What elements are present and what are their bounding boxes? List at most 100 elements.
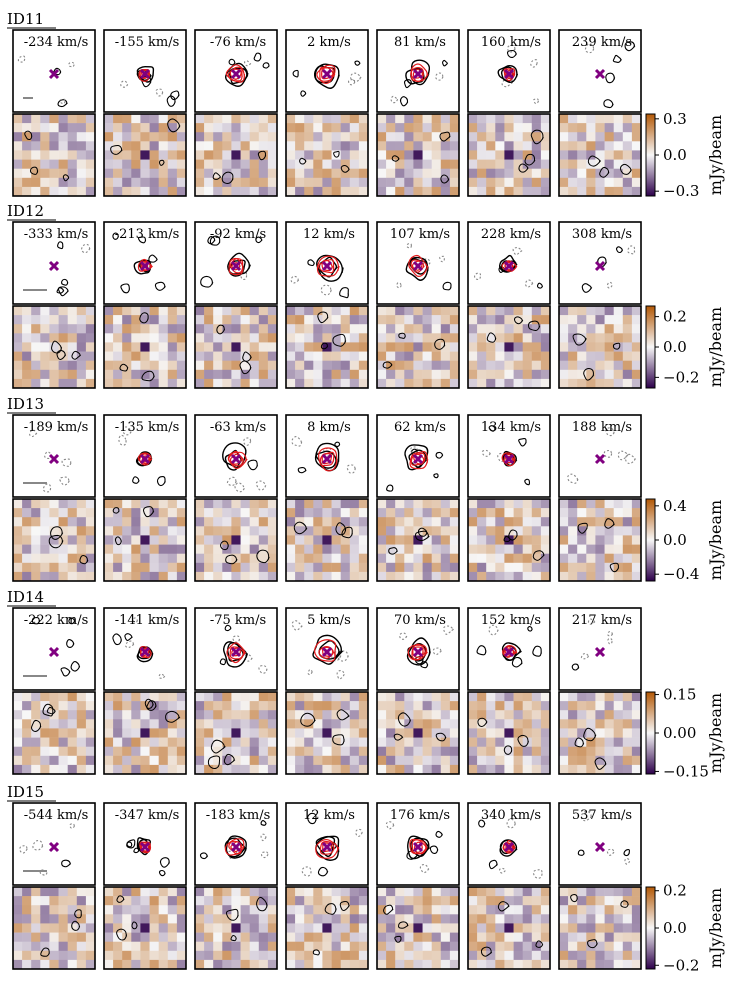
residual-cell (249, 333, 260, 343)
residual-cell (613, 746, 624, 757)
residual-cell (586, 150, 596, 160)
residual-cell (104, 499, 114, 509)
residual-cell (513, 342, 523, 352)
residual-cell (22, 526, 32, 536)
residual-cell (540, 941, 551, 952)
residual-cell (149, 923, 159, 933)
noise-contour (219, 658, 227, 666)
residual-cell (258, 887, 269, 897)
negative-contour (244, 654, 253, 662)
residual-cell (404, 544, 414, 554)
residual-cell (377, 315, 387, 325)
residual-cell (413, 755, 423, 766)
residual-cell (613, 360, 624, 371)
residual-cell (422, 351, 432, 361)
residual-cell (386, 186, 396, 197)
residual-cell (76, 905, 87, 915)
residual-cell (140, 333, 150, 343)
residual-cell (322, 737, 332, 747)
residual-cell (604, 923, 614, 933)
negative-contour (59, 476, 70, 486)
residual-cell (568, 360, 578, 371)
residual-cell (486, 923, 496, 933)
residual-cell (167, 517, 178, 527)
residual-cell (595, 887, 605, 897)
residual-cell (131, 710, 141, 720)
residual-cell (304, 701, 314, 711)
residual-cell (486, 132, 496, 142)
residual-cell (313, 959, 323, 970)
residual-cell (158, 526, 169, 536)
residual-cell (477, 123, 487, 133)
residual-cell (286, 508, 296, 518)
residual-cell (113, 132, 123, 142)
residual-cell (140, 324, 150, 334)
residual-cell (40, 535, 50, 545)
residual-cell (240, 168, 250, 179)
residual-cell (395, 508, 405, 518)
residual-cell (22, 562, 32, 573)
residual-cell (295, 719, 305, 729)
residual-cell (386, 141, 396, 151)
noise-contour (57, 99, 68, 108)
residual-contour (317, 311, 329, 324)
residual-cell (204, 737, 214, 747)
residual-cell (286, 887, 296, 897)
colorbar-tick-label: 0.3 (663, 110, 687, 128)
residual-cell (58, 132, 68, 142)
residual-cell (568, 950, 578, 961)
residual-cell (568, 692, 578, 702)
residual-cell (486, 755, 496, 766)
residual-cell (76, 764, 87, 775)
residual-cell (522, 141, 533, 151)
residual-cell (468, 499, 478, 509)
residual-cell (568, 123, 578, 133)
residual-cell (295, 369, 305, 380)
residual-cell (176, 896, 187, 906)
residual-cell (540, 517, 551, 527)
negative-contour (607, 637, 613, 645)
residual-cell (13, 553, 23, 564)
residual-cell (495, 544, 505, 554)
residual-contour (114, 536, 122, 546)
residual-cell (322, 746, 332, 757)
noise-contour (260, 820, 267, 826)
residual-cell (31, 701, 41, 711)
residual-cell (340, 369, 351, 380)
residual-cell (477, 701, 487, 711)
residual-cell (131, 168, 141, 179)
residual-cell (340, 508, 351, 518)
residual-cell (431, 914, 442, 924)
residual-cell (85, 315, 96, 325)
velocity-label: 70 km/s (394, 613, 446, 628)
residual-cell (313, 923, 323, 933)
residual-cell (122, 553, 132, 564)
noise-contour (518, 438, 527, 447)
residual-cell (568, 932, 578, 942)
residual-cell (222, 333, 232, 343)
model-contour (410, 452, 426, 466)
residual-cell (413, 186, 423, 197)
residual-frame (467, 305, 551, 389)
residual-cell (449, 544, 460, 554)
velocity-label: -234 km/s (24, 35, 89, 50)
residual-cell (340, 755, 351, 766)
residual-cell (531, 159, 542, 169)
residual-cell (513, 896, 523, 906)
residual-cell (440, 351, 451, 361)
residual-cell (404, 764, 414, 775)
residual-cell (604, 342, 614, 352)
residual-cell (213, 351, 223, 361)
residual-cell (149, 553, 159, 564)
residual-cell (113, 526, 123, 536)
residual-cell (286, 114, 296, 124)
emission-contour (316, 254, 344, 282)
residual-cell (540, 932, 551, 942)
residual-cell (604, 378, 614, 389)
residual-contour (312, 949, 320, 956)
residual-cell (395, 342, 405, 352)
residual-cell (404, 132, 414, 142)
noise-contour (429, 845, 439, 854)
residual-cell (340, 159, 351, 169)
residual-cell (440, 333, 451, 343)
